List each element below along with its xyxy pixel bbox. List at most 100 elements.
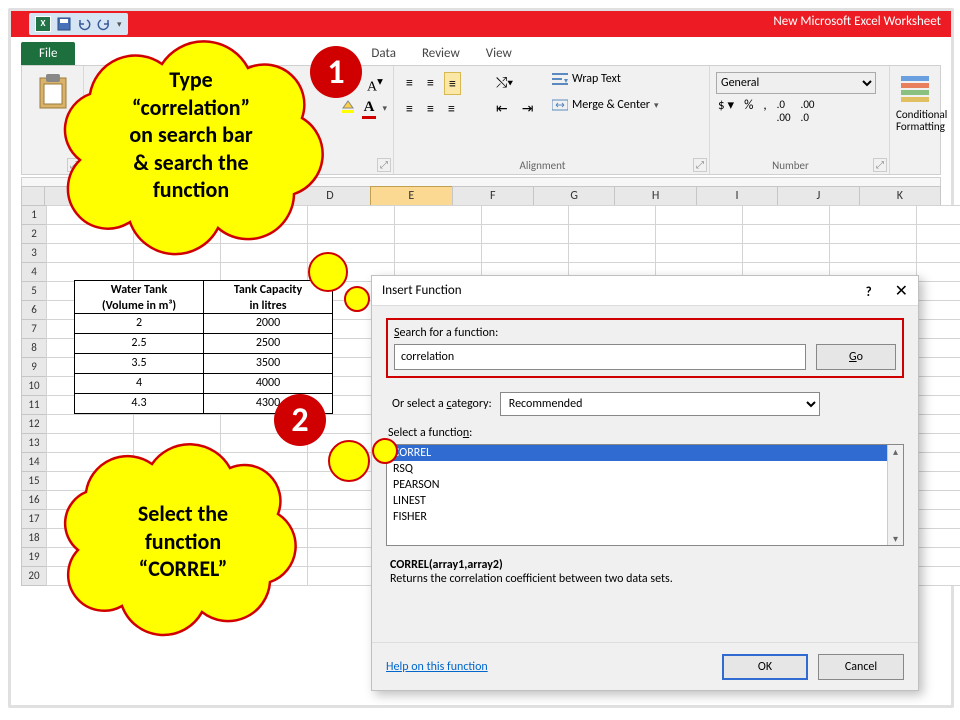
row-header[interactable]: 9 — [21, 357, 47, 377]
column-header[interactable]: F — [452, 186, 534, 206]
row-header[interactable]: 10 — [21, 376, 47, 396]
indent-inc-icon[interactable]: ⇥ — [518, 98, 538, 119]
cell[interactable] — [655, 205, 743, 225]
row-header[interactable]: 6 — [21, 300, 47, 320]
column-header[interactable]: G — [533, 186, 615, 206]
undo-icon[interactable] — [77, 17, 91, 31]
column-header[interactable]: I — [696, 186, 778, 206]
cell[interactable] — [829, 243, 917, 263]
cell[interactable] — [916, 547, 960, 567]
search-input[interactable] — [394, 344, 806, 370]
indent-dec-icon[interactable]: ⇤ — [492, 98, 512, 119]
cell[interactable] — [481, 205, 569, 225]
save-icon[interactable] — [57, 17, 71, 31]
category-select[interactable]: Recommended — [500, 392, 820, 416]
cell[interactable] — [916, 319, 960, 339]
function-list-item[interactable]: RSQ — [387, 461, 903, 477]
cell[interactable] — [742, 243, 830, 263]
table-cell-capacity: 3500 — [203, 353, 333, 374]
ribbon-group-styles: Conditional Formatting — [890, 66, 940, 174]
help-link[interactable]: Help on this function — [386, 660, 488, 674]
cell[interactable] — [916, 395, 960, 415]
cell[interactable] — [829, 224, 917, 244]
cell[interactable] — [916, 376, 960, 396]
dec-decimal-icon[interactable]: .00.0 — [801, 98, 815, 124]
cell[interactable] — [394, 243, 482, 263]
tab-view[interactable]: View — [474, 42, 524, 65]
function-listbox[interactable]: CORRELRSQPEARSONLINESTFISHER ▴ ▾ — [386, 444, 904, 546]
group-launcher-icon[interactable]: ⤢ — [693, 158, 707, 172]
function-list-item[interactable]: FISHER — [387, 509, 903, 525]
column-header[interactable]: H — [614, 186, 696, 206]
column-header[interactable]: K — [859, 186, 941, 206]
function-list-item[interactable]: LINEST — [387, 493, 903, 509]
cell[interactable] — [742, 224, 830, 244]
row-header[interactable]: 8 — [21, 338, 47, 358]
comma-icon[interactable]: , — [763, 98, 766, 124]
orientation-icon[interactable]: ⤭▾ — [492, 72, 517, 93]
cell[interactable] — [916, 205, 960, 225]
cell[interactable] — [916, 224, 960, 244]
align-right-icon[interactable]: ≡ — [444, 98, 459, 119]
cell[interactable] — [394, 205, 482, 225]
cell[interactable] — [916, 243, 960, 263]
cell[interactable] — [916, 509, 960, 529]
cell[interactable] — [742, 205, 830, 225]
font-color-dropdown-icon[interactable]: ▾ — [382, 103, 387, 114]
cell[interactable] — [481, 224, 569, 244]
help-icon[interactable]: ? — [866, 285, 872, 300]
close-icon[interactable]: ✕ — [895, 282, 908, 301]
number-format-select[interactable]: General — [716, 72, 876, 94]
scrollbar[interactable]: ▴ ▾ — [887, 445, 903, 545]
column-header[interactable]: E — [370, 186, 452, 206]
cell[interactable] — [481, 243, 569, 263]
cell[interactable] — [916, 281, 960, 301]
column-header[interactable]: J — [777, 186, 859, 206]
merge-center-button[interactable]: Merge & Center ▾ — [552, 98, 659, 112]
cell[interactable] — [394, 224, 482, 244]
cell[interactable] — [916, 452, 960, 472]
wrap-text-button[interactable]: Wrap Text — [552, 72, 621, 86]
align-bot-icon[interactable]: ≡ — [444, 72, 461, 95]
group-label: Alignment — [394, 159, 691, 172]
cell[interactable] — [916, 414, 960, 434]
cell[interactable] — [829, 205, 917, 225]
cell[interactable] — [916, 566, 960, 586]
group-launcher-icon[interactable]: ⤢ — [873, 158, 887, 172]
callout1-tail-1 — [308, 252, 348, 292]
function-list-item[interactable]: PEARSON — [387, 477, 903, 493]
cell[interactable] — [916, 490, 960, 510]
row-header[interactable]: 11 — [21, 395, 47, 415]
cell[interactable] — [655, 243, 743, 263]
function-list-item[interactable]: CORREL — [387, 445, 903, 461]
currency-icon[interactable]: $ ▾ — [718, 98, 734, 124]
cond-format-label: Conditional Formatting — [896, 109, 934, 133]
dialog-titlebar[interactable]: Insert Function ? ✕ — [372, 276, 918, 306]
cell[interactable] — [916, 528, 960, 548]
row-header[interactable]: 7 — [21, 319, 47, 339]
redo-icon[interactable] — [97, 17, 111, 31]
align-center-icon[interactable]: ≡ — [423, 98, 438, 119]
inc-decimal-icon[interactable]: .0.00 — [777, 98, 791, 124]
percent-icon[interactable]: % — [744, 98, 753, 124]
cancel-button[interactable]: Cancel — [818, 654, 904, 680]
align-left-icon[interactable]: ≡ — [402, 98, 417, 119]
cell[interactable] — [568, 205, 656, 225]
cell[interactable] — [916, 357, 960, 377]
cell[interactable] — [568, 224, 656, 244]
qat-dropdown-icon[interactable]: ▾ — [117, 19, 122, 30]
table-cell-volume: 4 — [74, 373, 204, 394]
cell[interactable] — [916, 300, 960, 320]
cell[interactable] — [916, 433, 960, 453]
tab-review[interactable]: Review — [410, 42, 472, 65]
cell[interactable] — [916, 338, 960, 358]
go-button[interactable]: Go — [816, 344, 896, 370]
cell[interactable] — [916, 471, 960, 491]
cell[interactable] — [655, 224, 743, 244]
cell[interactable] — [568, 243, 656, 263]
align-mid-icon[interactable]: ≡ — [423, 72, 438, 95]
cond-format-icon[interactable] — [899, 72, 931, 104]
ok-button[interactable]: OK — [722, 654, 808, 680]
cell[interactable] — [916, 262, 960, 282]
align-top-icon[interactable]: ≡ — [402, 72, 417, 95]
